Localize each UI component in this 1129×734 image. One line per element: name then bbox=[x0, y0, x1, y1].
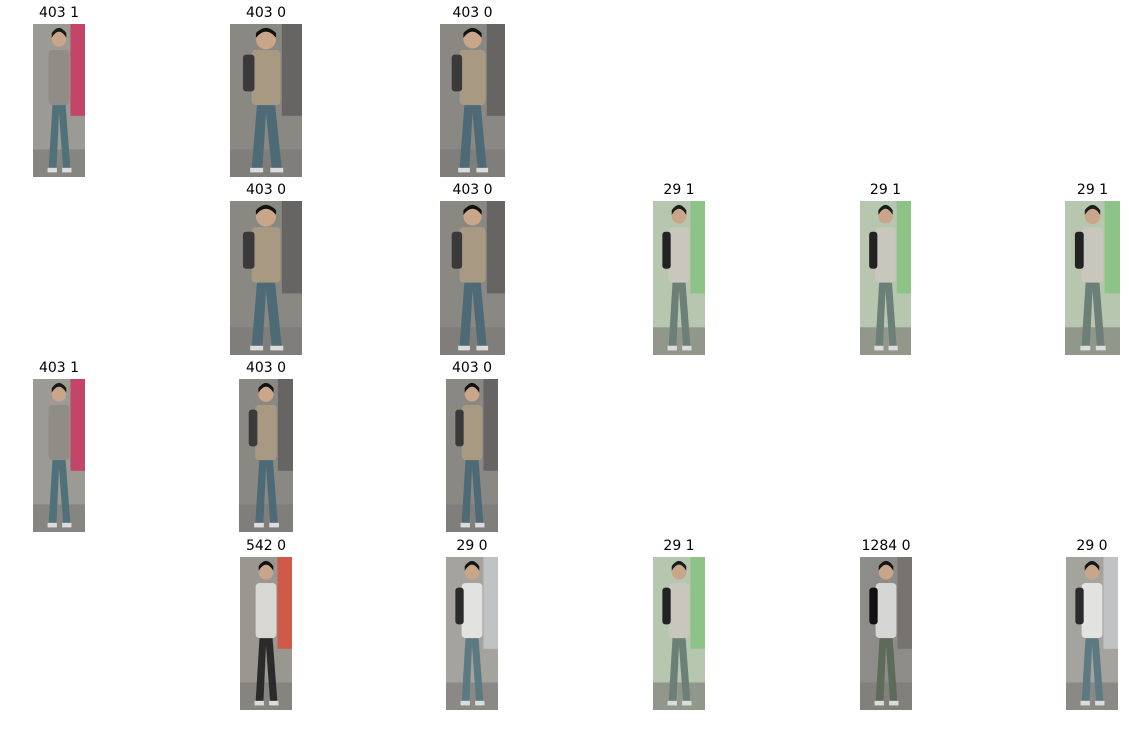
cell-label: 29 0 bbox=[456, 538, 488, 554]
grid-cell-r1-c3: 29 1 bbox=[653, 182, 705, 355]
grid-cell-r1-c5: 29 1 bbox=[1065, 182, 1120, 355]
pedestrian-image bbox=[33, 379, 85, 532]
pedestrian-image bbox=[440, 201, 505, 355]
pedestrian-image bbox=[446, 557, 498, 710]
grid-cell-r2-c0: 403 1 bbox=[33, 360, 85, 532]
cell-label: 29 1 bbox=[663, 182, 695, 198]
cell-label: 29 0 bbox=[1076, 538, 1108, 554]
pedestrian-image bbox=[653, 557, 705, 710]
pedestrian-image bbox=[1065, 201, 1120, 355]
grid-cell-r0-c2: 403 0 bbox=[440, 5, 505, 177]
cell-label: 29 1 bbox=[869, 182, 902, 198]
cell-label: 403 1 bbox=[38, 5, 80, 21]
pedestrian-image bbox=[230, 24, 302, 177]
pedestrian-image bbox=[239, 379, 293, 532]
grid-cell-r1-c2: 403 0 bbox=[440, 182, 505, 355]
grid-cell-r1-c1: 403 0 bbox=[230, 182, 302, 355]
cell-label: 403 0 bbox=[245, 360, 287, 376]
grid-cell-r3-c3: 29 1 bbox=[653, 538, 705, 710]
cell-label: 403 1 bbox=[38, 360, 80, 376]
pedestrian-image bbox=[653, 201, 705, 355]
pedestrian-image bbox=[446, 379, 498, 532]
grid-cell-r2-c1: 403 0 bbox=[239, 360, 293, 532]
cell-label: 403 0 bbox=[245, 182, 287, 198]
cell-label: 1284 0 bbox=[861, 538, 911, 554]
grid-cell-r3-c1: 542 0 bbox=[240, 538, 292, 710]
grid-cell-r1-c4: 29 1 bbox=[860, 182, 911, 355]
pedestrian-image bbox=[1066, 557, 1118, 710]
grid-cell-r3-c2: 29 0 bbox=[446, 538, 498, 710]
grid-cell-r2-c2: 403 0 bbox=[446, 360, 498, 532]
pedestrian-image bbox=[860, 201, 911, 355]
pedestrian-image bbox=[440, 24, 505, 177]
pedestrian-image bbox=[33, 24, 85, 177]
cell-label: 403 0 bbox=[452, 182, 493, 198]
grid-cell-r3-c4: 1284 0 bbox=[860, 538, 912, 710]
cell-label: 403 0 bbox=[245, 5, 287, 21]
pedestrian-image bbox=[230, 201, 302, 355]
pedestrian-image bbox=[860, 557, 912, 710]
grid-cell-r0-c1: 403 0 bbox=[230, 5, 302, 177]
cell-label: 542 0 bbox=[245, 538, 287, 554]
grid-cell-r0-c0: 403 1 bbox=[33, 5, 85, 177]
grid-cell-r3-c5: 29 0 bbox=[1066, 538, 1118, 710]
cell-label: 403 0 bbox=[451, 360, 493, 376]
cell-label: 29 1 bbox=[663, 538, 695, 554]
cell-label: 403 0 bbox=[452, 5, 493, 21]
cell-label: 29 1 bbox=[1076, 182, 1109, 198]
pedestrian-image bbox=[240, 557, 292, 710]
